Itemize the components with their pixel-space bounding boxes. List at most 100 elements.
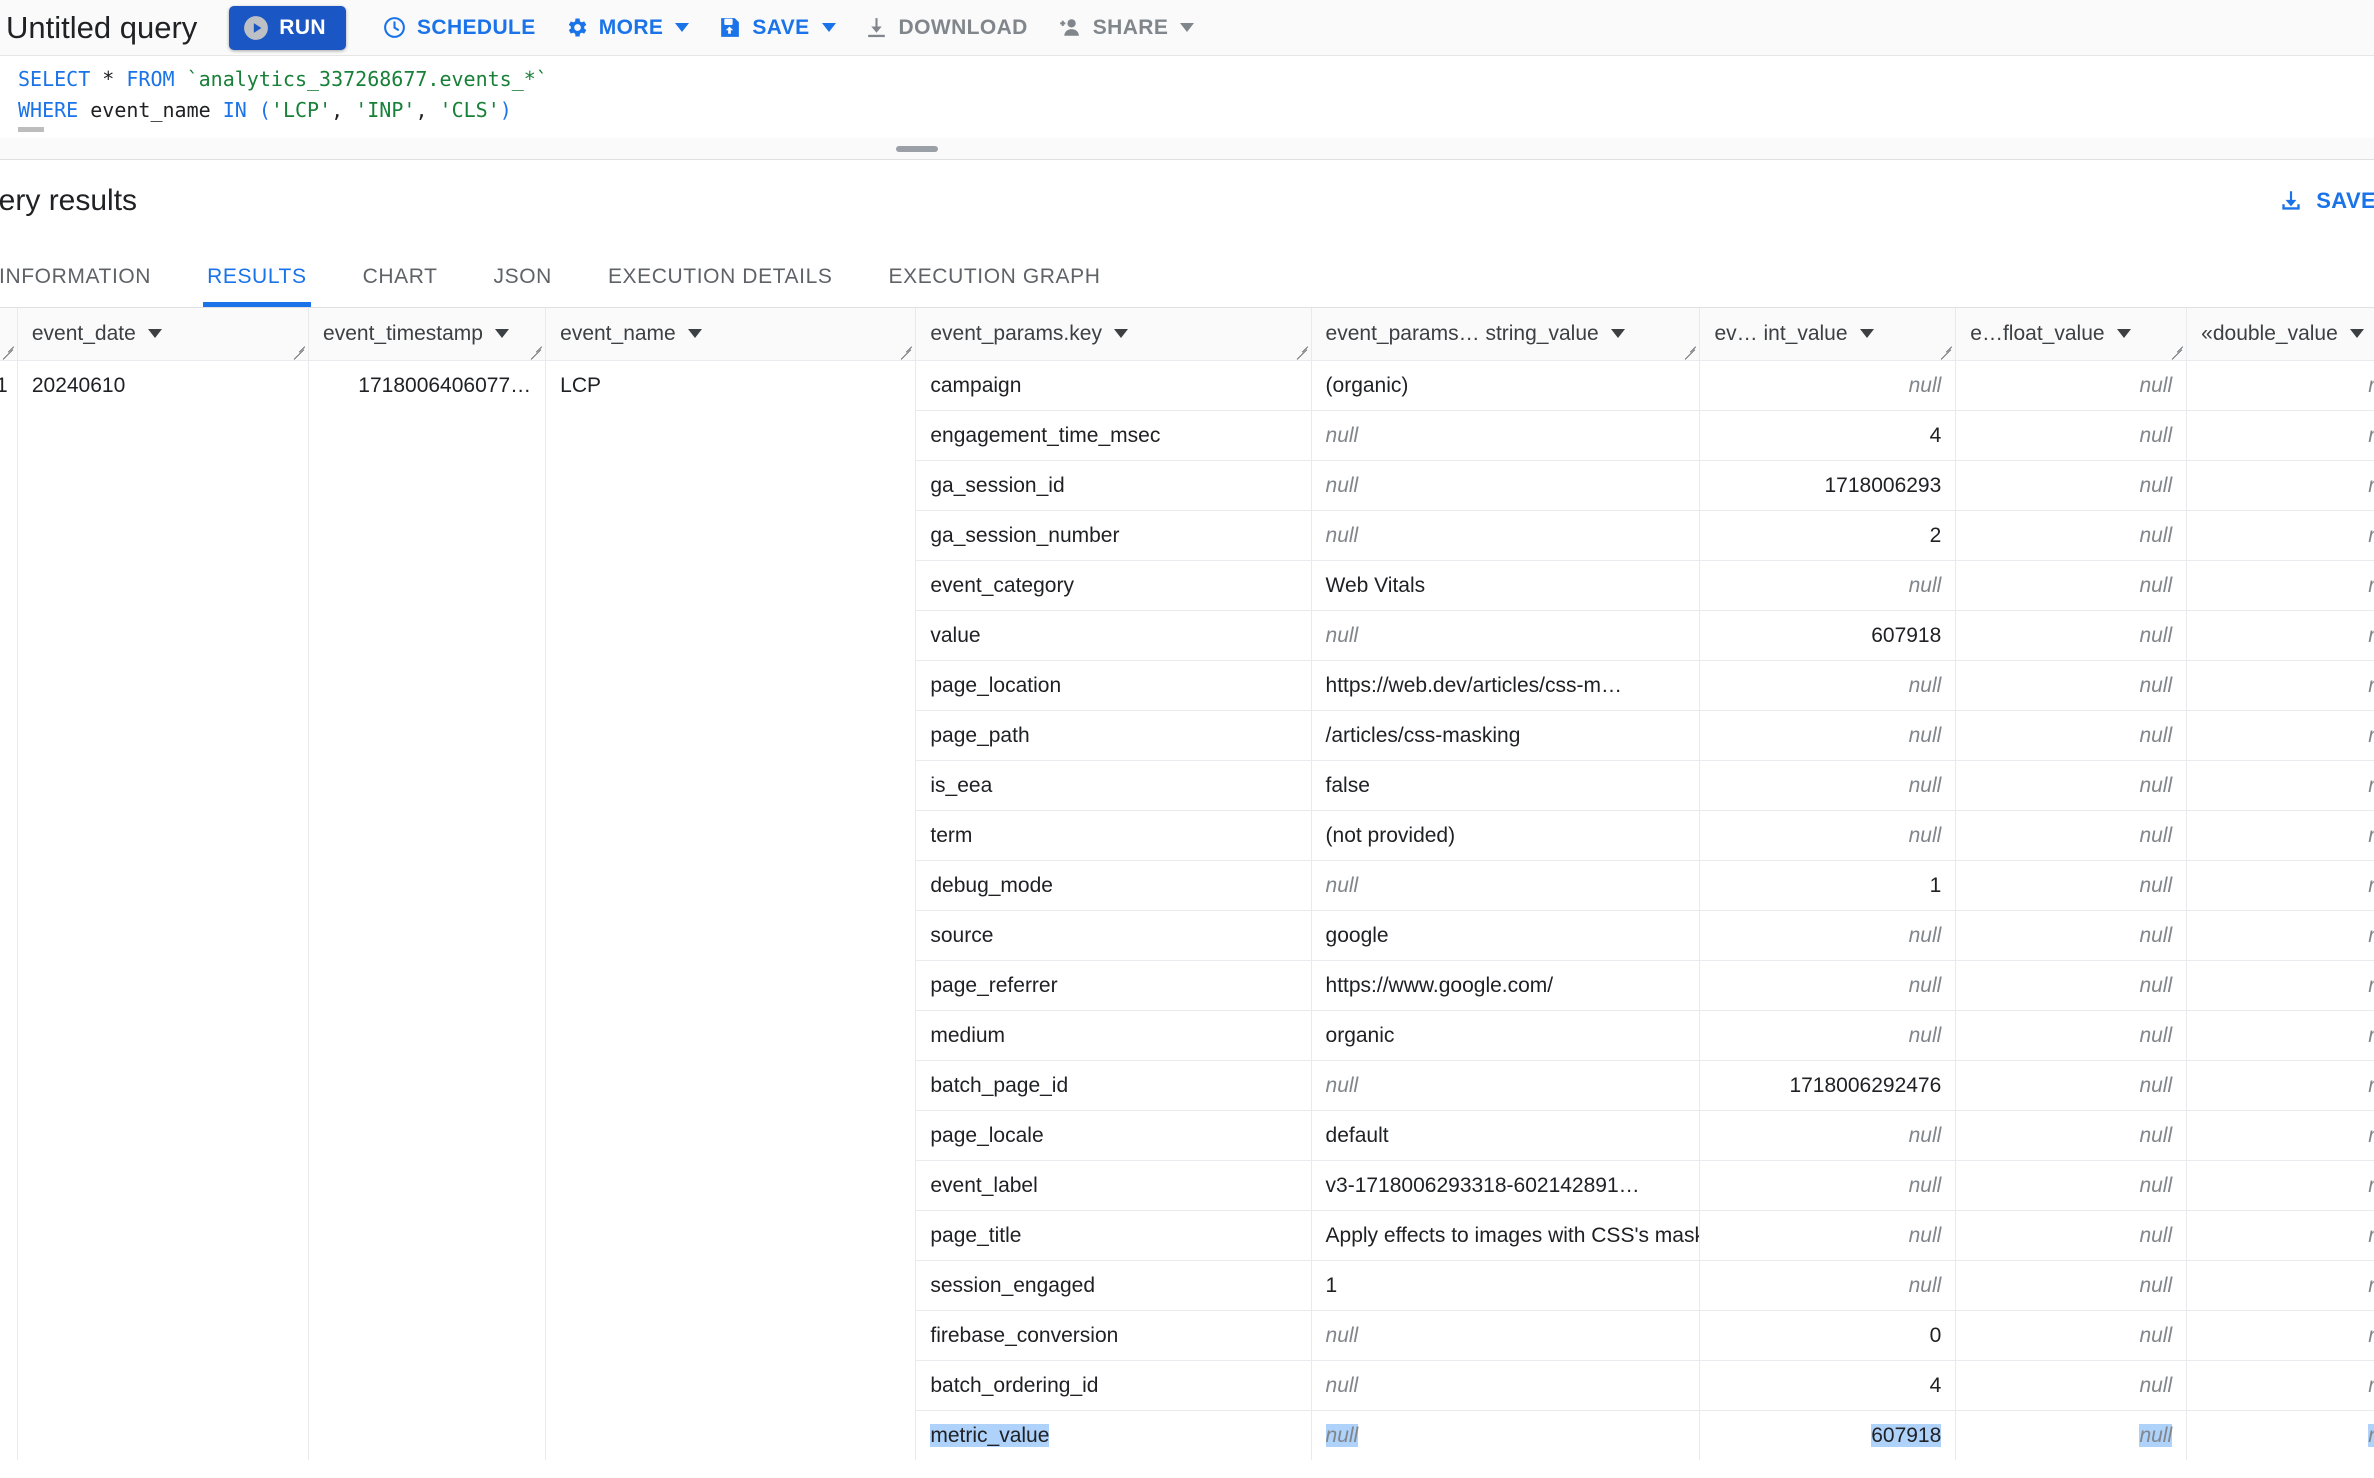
cell-params-key[interactable]: value <box>915 610 1312 661</box>
chevron-down-icon[interactable] <box>494 329 509 339</box>
cell-int-value[interactable]: null <box>1699 1110 1957 1161</box>
cell-int-value[interactable]: null <box>1699 760 1957 811</box>
tab-chart[interactable]: CHART <box>362 265 438 288</box>
cell-float-value[interactable]: null <box>1955 1360 2188 1411</box>
cell-int-value[interactable]: 1718006292476 <box>1699 1060 1957 1111</box>
cell-double-value[interactable]: null <box>2186 710 2374 761</box>
cell-params-key[interactable]: page_path <box>915 710 1312 761</box>
col-header-event-name[interactable]: event_name <box>545 308 917 361</box>
cell-params-key[interactable]: campaign <box>915 360 1312 411</box>
column-resize-grip[interactable] <box>527 343 543 359</box>
cell-params-key[interactable]: batch_ordering_id <box>915 1360 1312 1411</box>
table-row[interactable]: session_engaged 1 null null null <box>0 1260 2374 1311</box>
share-button[interactable]: SHARE <box>1042 6 1209 50</box>
cell-double-value[interactable]: null <box>2186 660 2374 711</box>
cell-double-value[interactable]: null <box>2186 1060 2374 1111</box>
col-header-float-value[interactable]: e…float_value <box>1955 308 2188 361</box>
cell-double-value[interactable]: null <box>2186 1210 2374 1261</box>
cell-float-value[interactable]: null <box>1955 560 2188 611</box>
cell-string-value[interactable]: Web Vitals <box>1311 560 1701 611</box>
cell-params-key[interactable]: term <box>915 810 1312 861</box>
cell-double-value[interactable]: null <box>2186 360 2374 411</box>
cell-double-value[interactable]: null <box>2186 1010 2374 1061</box>
cell-string-value[interactable]: null <box>1311 510 1701 561</box>
cell-params-key[interactable]: is_eea <box>915 760 1312 811</box>
cell-int-value[interactable]: 2 <box>1699 510 1957 561</box>
table-row[interactable]: ga_session_id null 1718006293 null null <box>0 460 2374 511</box>
cell-double-value[interactable]: null <box>2186 560 2374 611</box>
table-row[interactable]: metric_value null 607918 null null <box>0 1410 2374 1460</box>
cell-string-value[interactable]: false <box>1311 760 1701 811</box>
cell-float-value[interactable]: null <box>1955 610 2188 661</box>
tab-results[interactable]: RESULTS <box>179 265 335 307</box>
chevron-down-icon[interactable] <box>1610 329 1625 339</box>
cell-params-key[interactable]: page_referrer <box>915 960 1312 1011</box>
cell-params-key[interactable]: batch_page_id <box>915 1060 1312 1111</box>
cell-string-value[interactable]: default <box>1311 1110 1701 1161</box>
cell-string-value[interactable]: organic <box>1311 1010 1701 1061</box>
cell-float-value[interactable]: null <box>1955 810 2188 861</box>
download-button[interactable]: DOWNLOAD <box>850 6 1042 50</box>
chevron-down-icon[interactable] <box>2116 329 2131 339</box>
cell-float-value[interactable]: null <box>1955 660 2188 711</box>
cell-int-value[interactable]: null <box>1699 910 1957 961</box>
table-row[interactable]: value null 607918 null null <box>0 610 2374 661</box>
cell-string-value[interactable]: null <box>1311 1310 1701 1361</box>
cell-params-key[interactable]: event_category <box>915 560 1312 611</box>
table-row[interactable]: page_referrer https://www.google.com/null… <box>0 960 2374 1011</box>
more-button[interactable]: MORE <box>550 6 704 50</box>
cell-float-value[interactable]: null <box>1955 710 2188 761</box>
cell-string-value[interactable]: /articles/css-masking <box>1311 710 1701 761</box>
cell-string-value[interactable]: null <box>1311 860 1701 911</box>
cell-double-value[interactable]: null <box>2186 460 2374 511</box>
cell-event-date[interactable]: 20240610 <box>17 360 310 1460</box>
table-row[interactable]: 1 20240610 1718006406077… LCP campaign (organ… <box>0 360 2374 1460</box>
cell-string-value[interactable]: null <box>1311 410 1701 461</box>
cell-string-value[interactable]: https://www.google.com/ <box>1311 960 1701 1011</box>
tab-execution-graph[interactable]: EXECUTION GRAPH <box>888 265 1101 288</box>
table-row[interactable]: page_locale default null null null <box>0 1110 2374 1161</box>
cell-float-value[interactable]: null <box>1955 510 2188 561</box>
cell-double-value[interactable]: null <box>2186 1360 2374 1411</box>
tab-job-information[interactable]: B INFORMATION <box>0 265 152 288</box>
column-resize-grip[interactable] <box>2168 343 2184 359</box>
cell-float-value[interactable]: null <box>1955 1010 2188 1061</box>
cell-int-value[interactable]: 4 <box>1699 1360 1957 1411</box>
cell-double-value[interactable]: null <box>2186 1110 2374 1161</box>
col-header-double-value[interactable]: «double_value <box>2186 308 2374 361</box>
table-row[interactable]: ga_session_number null 2 null null <box>0 510 2374 561</box>
chevron-down-icon[interactable] <box>1859 329 1874 339</box>
cell-double-value[interactable]: null <box>2186 860 2374 911</box>
cell-string-value[interactable]: null <box>1311 1360 1701 1411</box>
splitter-drag-handle[interactable] <box>896 145 938 152</box>
column-resize-grip[interactable] <box>897 343 913 359</box>
table-row[interactable]: batch_page_id null 1718006292476 null null <box>0 1060 2374 1111</box>
cell-string-value[interactable]: null <box>1311 610 1701 661</box>
cell-double-value[interactable]: null <box>2186 1410 2374 1460</box>
cell-params-key[interactable]: session_engaged <box>915 1260 1312 1311</box>
column-resize-grip[interactable] <box>1681 343 1697 359</box>
cell-float-value[interactable]: null <box>1955 410 2188 461</box>
cell-params-key[interactable]: page_locale <box>915 1110 1312 1161</box>
cell-int-value[interactable]: null <box>1699 360 1957 411</box>
cell-string-value[interactable]: null <box>1311 460 1701 511</box>
cell-int-value[interactable]: null <box>1699 560 1957 611</box>
cell-int-value[interactable]: null <box>1699 660 1957 711</box>
chevron-down-icon[interactable] <box>1113 329 1128 339</box>
column-resize-grip[interactable] <box>1293 343 1309 359</box>
cell-double-value[interactable]: null <box>2186 1260 2374 1311</box>
column-resize-grip[interactable] <box>0 343 15 359</box>
run-button[interactable]: RUN <box>229 5 346 50</box>
cell-string-value[interactable]: Apply effects to images with CSS's mask-… <box>1311 1210 1701 1261</box>
table-row[interactable]: event_category Web Vitals null null null <box>0 560 2374 611</box>
cell-int-value[interactable]: 1718006293 <box>1699 460 1957 511</box>
table-row[interactable]: is_eea false null null null <box>0 760 2374 811</box>
cell-float-value[interactable]: null <box>1955 1260 2188 1311</box>
table-row[interactable]: debug_mode null 1 null null <box>0 860 2374 911</box>
col-header-rownum[interactable] <box>0 308 18 361</box>
cell-params-key[interactable]: firebase_conversion <box>915 1310 1312 1361</box>
cell-double-value[interactable]: null <box>2186 610 2374 661</box>
cell-string-value[interactable]: null <box>1311 1060 1701 1111</box>
table-row[interactable]: engagement_time_msec null 4 null null <box>0 410 2374 461</box>
save-results-button[interactable]: SAVE RE <box>2278 188 2374 214</box>
